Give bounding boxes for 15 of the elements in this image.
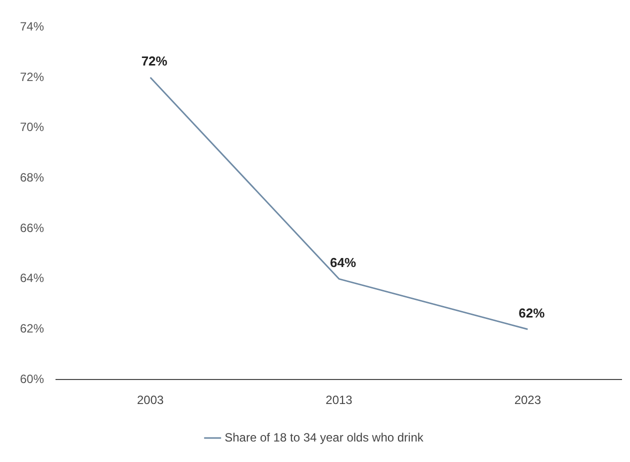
y-tick-label: 68% [20, 170, 44, 185]
y-tick-label: 64% [20, 271, 44, 286]
y-tick-label: 74% [20, 20, 44, 34]
y-tick-label: 62% [20, 322, 44, 336]
y-tick-label: 70% [20, 120, 44, 134]
x-tick-label: 2013 [326, 393, 353, 408]
legend-label: Share of 18 to 34 year olds who drink [224, 430, 424, 444]
y-tick-label: 66% [20, 220, 44, 235]
x-tick-label: 2023 [514, 393, 542, 408]
y-tick-label: 60% [20, 372, 44, 386]
data-label: 64% [330, 254, 356, 270]
data-label: 72% [141, 54, 168, 69]
y-tick-label: 72% [20, 70, 44, 84]
x-tick-label: 2003 [136, 393, 164, 408]
data-label: 62% [518, 305, 546, 320]
